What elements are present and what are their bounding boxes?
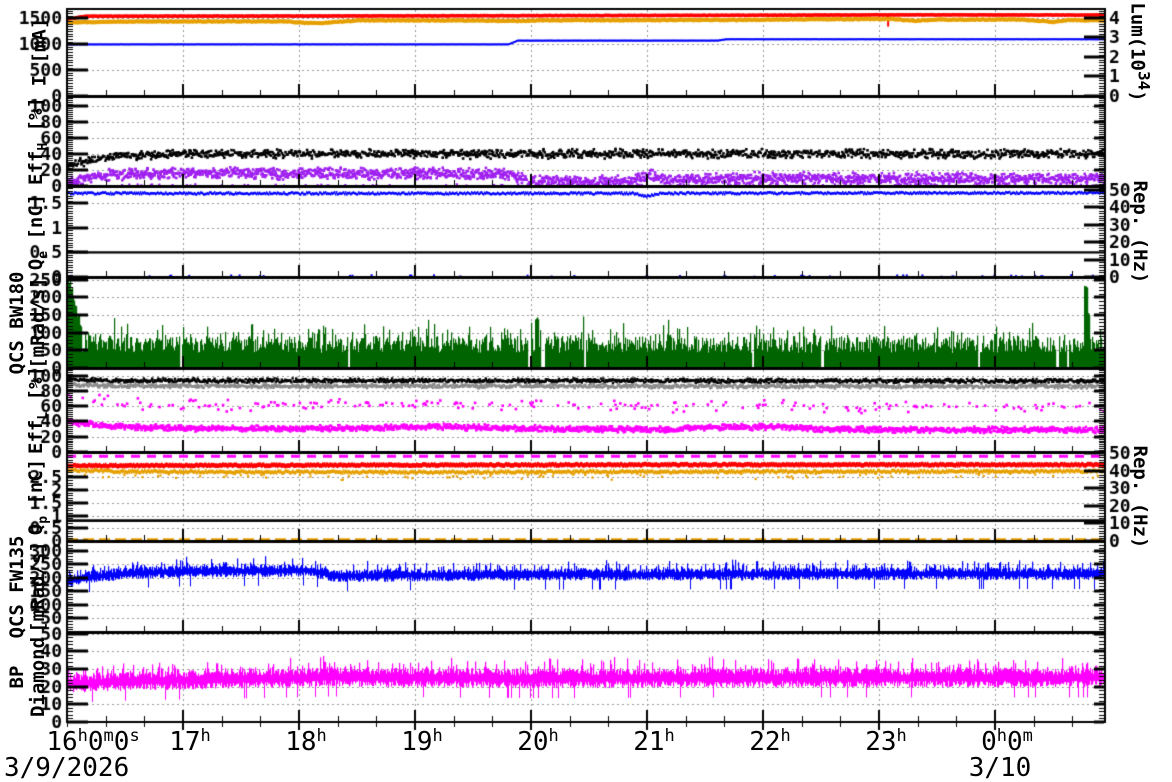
axis-label-bunch-charge-electron: Qe [nC] <box>25 193 51 270</box>
x-tick-label: 0h0m <box>981 726 1033 757</box>
axis-label-qcs-bw180: QCS BW180 [mRad/s] <box>6 271 49 374</box>
right-axis-label-bunch-charge-positron: Rep. (Hz) <box>1129 445 1151 548</box>
axis-label-injection-efficiency-her: EffH [%] <box>25 97 51 185</box>
x-tick-label: 18h <box>285 726 327 757</box>
x-tick-label: 21h <box>633 726 675 757</box>
x-tick-label: 23h <box>865 726 907 757</box>
axis-label-bp-diamond: BP Diamond <box>6 636 49 718</box>
date-label-right: 3/10 <box>968 753 1032 782</box>
right-axis-label-beam-current-luminosity: Lum(1034) <box>1126 2 1154 102</box>
right-axis-label-bunch-charge-electron: Rep. (Hz) <box>1129 180 1151 283</box>
axis-label-bunch-charge-positron: Qp [nC] <box>25 458 51 535</box>
axis-label-qcs-fw135: QCS FW135 [mRad/s] <box>6 535 49 638</box>
x-tick-label: 17h <box>169 726 211 757</box>
date-label-left: 3/9/2026 <box>4 753 130 782</box>
x-tick-label: 16h0m0s <box>46 726 140 757</box>
axis-label-beam-current-luminosity: I [mA] <box>28 17 51 87</box>
x-tick-label: 22h <box>749 726 791 757</box>
x-tick-label: 20h <box>517 726 559 757</box>
axis-label-injection-efficiency-ler: EffL [%] <box>25 366 51 454</box>
x-tick-label: 19h <box>401 726 443 757</box>
